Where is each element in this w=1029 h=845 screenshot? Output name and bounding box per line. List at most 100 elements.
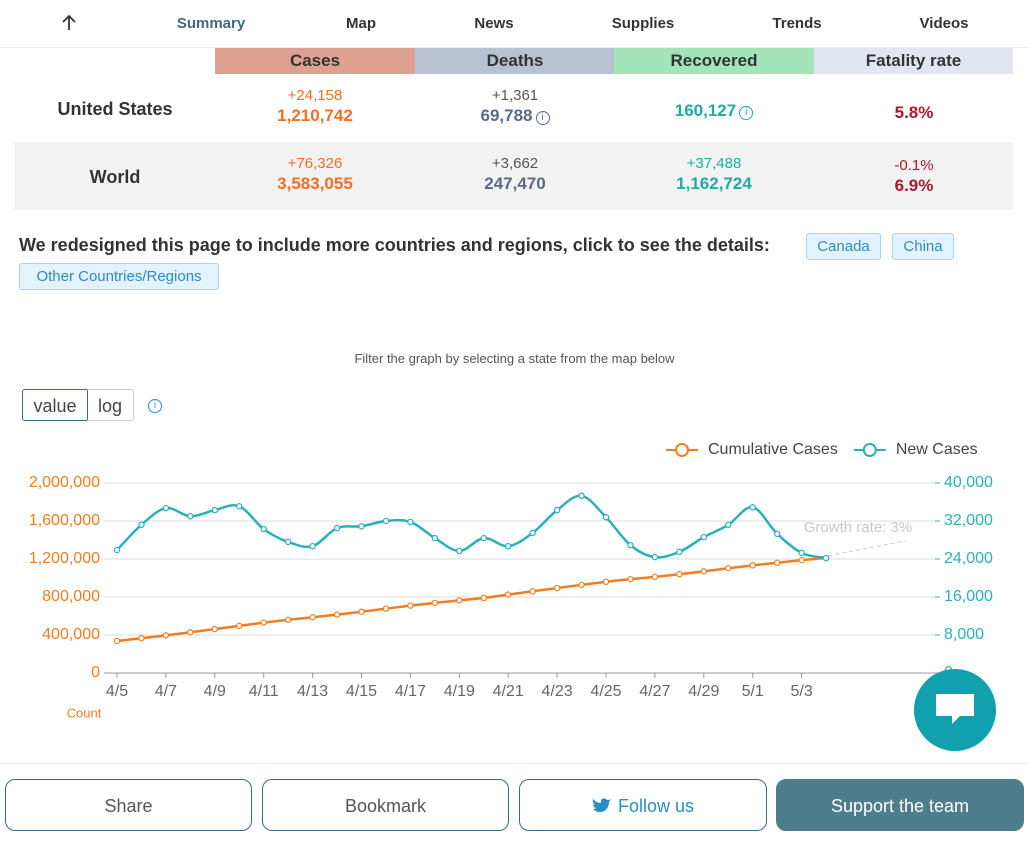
x-tick-label: 4/9 [204,683,226,700]
chart: Growth rate: 3% Count 0 400,000 800,000 1,2… [29,441,993,720]
y2-tick-label: 16,000 [944,588,993,605]
data-point [602,513,610,521]
data-point [236,503,243,510]
deaths-total-text: 69,788 [480,106,533,125]
x-tick-label: 4/13 [297,683,328,700]
x-tick-label: 4/19 [444,683,475,700]
nav-item[interactable]: Map [346,15,376,32]
series-line [116,494,827,560]
x-tick-label: 4/29 [688,683,719,700]
nav-item[interactable]: News [474,15,514,32]
y-tick-label: 800,000 [42,588,100,605]
legend-marker [862,443,877,457]
back-to-top-icon[interactable] [60,14,78,32]
twitter-icon [592,798,611,812]
bookmark-button[interactable]: Bookmark [262,779,509,831]
deaths-total: 69,788 i [415,105,615,126]
data-point [676,570,683,578]
data-point [138,635,145,642]
region-name: World [89,167,141,187]
data-point [431,599,439,607]
info-icon[interactable]: i [739,106,754,120]
region-name: United States [57,99,173,119]
data-point [113,546,121,554]
recovered-change: +37,488 [686,155,742,172]
info-icon[interactable]: i [148,399,162,413]
data-point [700,533,708,541]
legend-label: Cumulative Cases [708,441,838,458]
data-point [627,542,634,549]
nav-item[interactable]: Supplies [611,15,675,32]
y-tick-label: 1,200,000 [29,550,100,567]
y-tick-label: 1,600,000 [29,512,100,529]
deaths-change: +1,361 [491,87,539,104]
data-point [480,534,487,542]
column-header: Deaths [415,48,615,74]
data-point [725,565,732,572]
legend-label: New Cases [896,441,978,458]
data-point [382,605,390,612]
fatality-cell: 5.8% [814,102,1014,123]
data-point [700,568,708,575]
nav-item[interactable]: Trends [772,15,822,32]
scale-toggle[interactable]: value [22,389,88,421]
data-point [578,581,585,589]
data-point [187,513,194,520]
table-row: World +76,326 3,583,055 +3,662 247,470 +… [15,142,1013,210]
support-button[interactable]: Support the team [776,779,1024,831]
chart-annotation: Growth rate: 3% [804,519,912,536]
filter-hint: Filter the graph by selecting a state fr… [354,351,675,366]
region-link[interactable]: Canada [806,233,881,260]
data-point [309,614,316,621]
data-point [211,506,218,514]
data-point [236,622,243,630]
region-link[interactable]: China [892,233,954,260]
data-point [529,588,536,595]
table-row: United States +24,158 1,210,742 +1,361 6… [15,74,1013,142]
data-point [725,521,732,529]
recovered-total: 1,162,724 [676,174,752,193]
cases-total: 1,210,742 [277,106,353,125]
x-tick-label: 4/27 [639,683,670,700]
data-point [553,506,561,514]
y2-tick-label: 32,000 [944,512,993,529]
data-point [162,504,170,512]
cases-change: +76,326 [287,155,343,172]
y2-tick-label: 40,000 [944,474,993,491]
data-point [749,504,756,511]
data-point [113,637,121,645]
x-tick-label: 4/17 [395,683,426,700]
data-point [553,584,561,592]
cases-cell: +24,158 1,210,742 [215,87,415,126]
legend-marker [675,443,689,457]
column-header: Cases [215,48,415,74]
share-button[interactable]: Share [5,779,252,831]
x-tick-label: 4/11 [249,683,279,700]
axis-title: Count [67,705,102,720]
info-icon[interactable]: i [535,111,550,125]
y2-tick-label: 8,000 [944,626,984,643]
region-link[interactable]: Other Countries/Regions [19,263,219,290]
notice-text: We redesigned this page to include more … [19,235,770,255]
fatality-total: 5.8% [894,103,934,122]
y-tick-label: 2,000,000 [29,474,100,491]
data-point [284,616,292,623]
x-tick-label: 5/1 [742,683,764,700]
chat-button[interactable] [914,669,996,751]
scale-toggle[interactable]: log [87,389,134,421]
cases-change: +24,158 [287,87,343,104]
follow-button[interactable]: Follow us [519,779,767,831]
data-point [749,562,756,569]
follow-text: Follow us [617,796,695,816]
fatality-cell: -0.1% 6.9% [814,157,1014,196]
x-tick-label: 4/5 [106,683,128,700]
deaths-change: +3,662 [491,155,539,172]
data-point [358,523,365,530]
data-point [822,554,830,562]
data-point [407,602,414,609]
data-point [358,608,365,615]
nav-item[interactable]: Videos [919,15,969,32]
nav-item[interactable]: Summary [176,15,246,32]
data-point [456,597,463,604]
x-tick-label: 4/15 [346,683,377,700]
